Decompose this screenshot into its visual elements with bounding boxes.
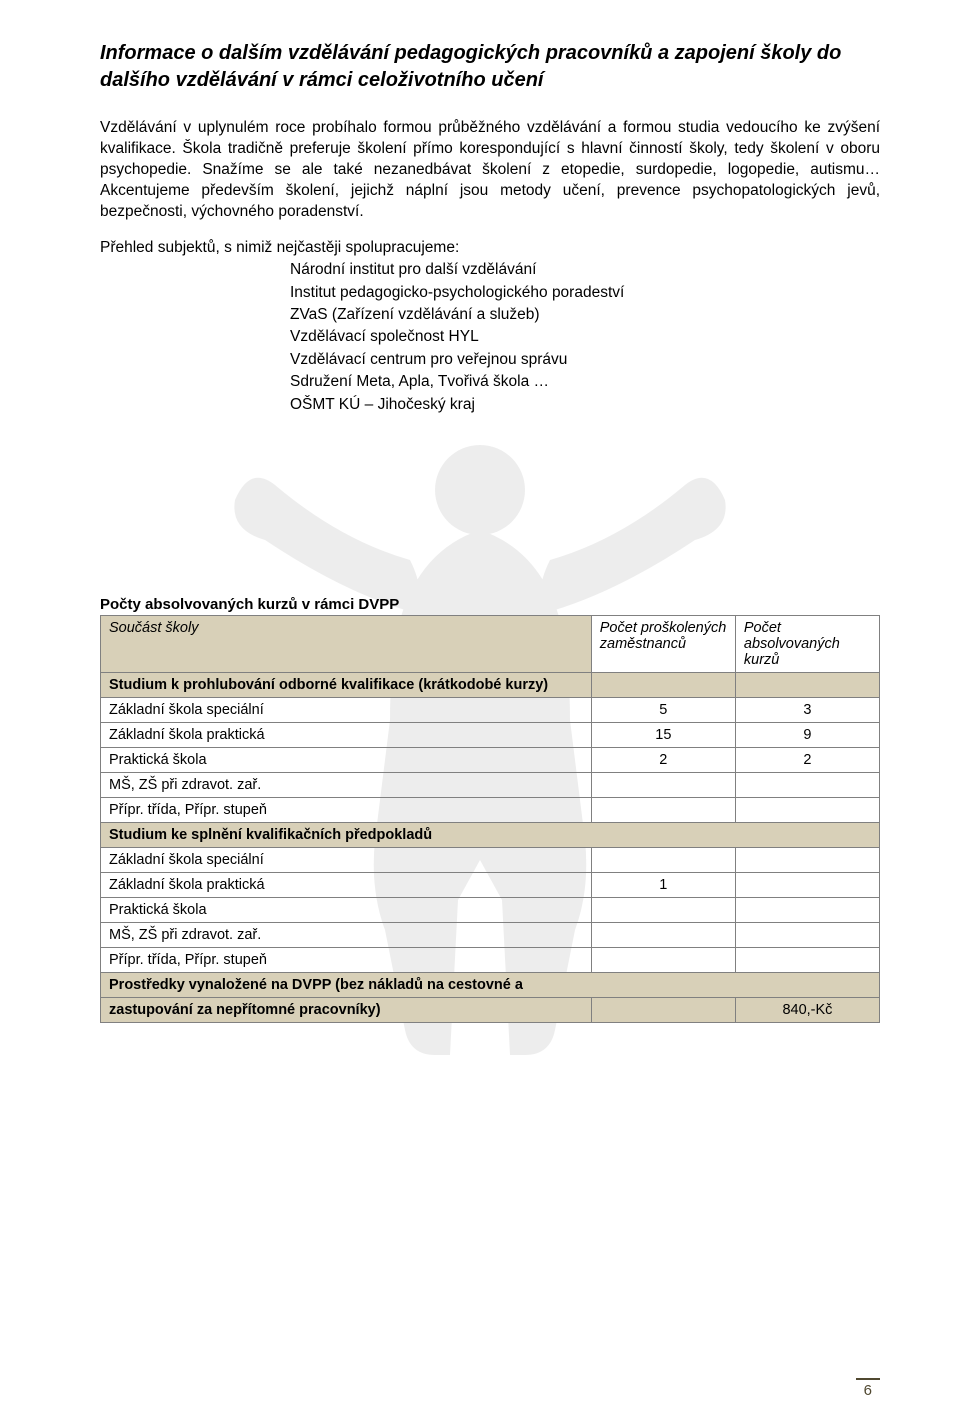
subject-item: Národní institut pro další vzdělávání bbox=[290, 259, 880, 281]
cell-empty bbox=[735, 673, 879, 698]
col-header-subject: Součást školy bbox=[101, 616, 592, 673]
subject-item: Sdružení Meta, Apla, Tvořivá škola … bbox=[290, 371, 880, 393]
table-row-v2 bbox=[735, 848, 879, 873]
subject-item: Vzdělávací centrum pro veřejnou správu bbox=[290, 349, 880, 371]
dvpp-table: Součást školy Počet proškolených zaměstn… bbox=[100, 615, 880, 1023]
cell-empty bbox=[591, 673, 735, 698]
subjects-lead: Přehled subjektů, s nimiž nejčastěji spo… bbox=[100, 237, 880, 259]
page-number: 6 bbox=[856, 1378, 880, 1399]
table-row-v1: 1 bbox=[591, 873, 735, 898]
table-row-v2 bbox=[735, 923, 879, 948]
subjects-block: Přehled subjektů, s nimiž nejčastěji spo… bbox=[100, 237, 880, 417]
table-row-label: Přípr. třída, Přípr. stupeň bbox=[101, 948, 592, 973]
table-row-v1: 5 bbox=[591, 698, 735, 723]
table-row-label: Základní škola praktická bbox=[101, 873, 592, 898]
table-row-v1 bbox=[591, 923, 735, 948]
table-row-label: Základní škola speciální bbox=[101, 848, 592, 873]
table-row-v1: 15 bbox=[591, 723, 735, 748]
subject-item: Vzdělávací společnost HYL bbox=[290, 326, 880, 348]
page-title: Informace o dalším vzdělávání pedagogick… bbox=[100, 40, 880, 94]
intro-paragraph: Vzdělávání v uplynulém roce probíhalo fo… bbox=[100, 118, 880, 223]
table-row-label: Základní škola speciální bbox=[101, 698, 592, 723]
table-row-v1 bbox=[591, 798, 735, 823]
table-row-v2 bbox=[735, 898, 879, 923]
section-short-courses: Studium k prohlubování odborné kvalifika… bbox=[101, 673, 592, 698]
table-row-v1 bbox=[591, 898, 735, 923]
table-row-v2 bbox=[735, 798, 879, 823]
table-row-v2: 2 bbox=[735, 748, 879, 773]
expenses-total: 840,-Kč bbox=[735, 998, 879, 1023]
table-row-v1 bbox=[591, 948, 735, 973]
subject-item: Institut pedagogicko-psychologického por… bbox=[290, 282, 880, 304]
table-row-v2 bbox=[735, 948, 879, 973]
col-header-courses: Počet absolvovaných kurzů bbox=[735, 616, 879, 673]
table-row-v1: 2 bbox=[591, 748, 735, 773]
table-row-label: Praktická škola bbox=[101, 748, 592, 773]
table-row-label: MŠ, ZŠ při zdravot. zař. bbox=[101, 773, 592, 798]
subject-item: ZVaS (Zařízení vzdělávání a služeb) bbox=[290, 304, 880, 326]
cell-empty bbox=[591, 998, 735, 1023]
table-row-v2 bbox=[735, 873, 879, 898]
section-qualification: Studium ke splnění kvalifikačních předpo… bbox=[101, 823, 880, 848]
table-row-label: MŠ, ZŠ při zdravot. zař. bbox=[101, 923, 592, 948]
table-row-v2: 3 bbox=[735, 698, 879, 723]
table-row-label: Přípr. třída, Přípr. stupeň bbox=[101, 798, 592, 823]
table-row-v2 bbox=[735, 773, 879, 798]
table-row-v1 bbox=[591, 773, 735, 798]
section-expenses-a: Prostředky vynaložené na DVPP (bez nákla… bbox=[101, 973, 880, 998]
table-row-label: Základní škola praktická bbox=[101, 723, 592, 748]
table-title: Počty absolvovaných kurzů v rámci DVPP bbox=[100, 596, 880, 613]
col-header-trained: Počet proškolených zaměstnanců bbox=[591, 616, 735, 673]
table-row-v2: 9 bbox=[735, 723, 879, 748]
table-row-label: Praktická škola bbox=[101, 898, 592, 923]
section-expenses-b: zastupování za nepřítomné pracovníky) bbox=[101, 998, 592, 1023]
subject-item: OŠMT KÚ – Jihočeský kraj bbox=[290, 394, 880, 416]
table-row-v1 bbox=[591, 848, 735, 873]
